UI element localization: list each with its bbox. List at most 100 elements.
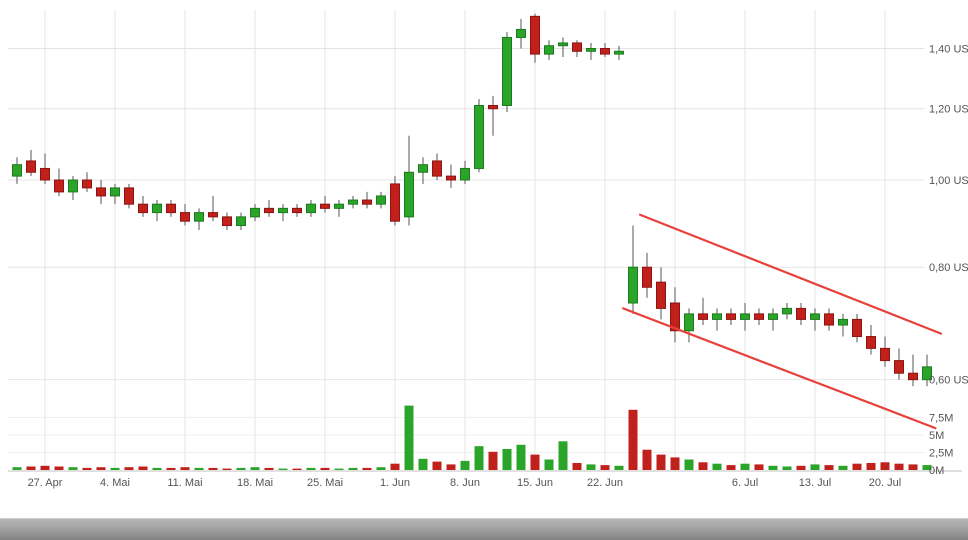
- date-axis-label: 6. Jul: [732, 477, 758, 489]
- volume-bar: [292, 468, 302, 470]
- volume-bar: [880, 462, 890, 470]
- volume-bar: [782, 466, 792, 470]
- volume-bar: [628, 409, 638, 470]
- volume-bar: [306, 467, 316, 470]
- date-axis-label: 4. Mai: [100, 477, 130, 489]
- candle-down: [222, 216, 232, 227]
- date-axis-label: 18. Mai: [237, 477, 273, 489]
- candle-down: [698, 313, 708, 320]
- volume-bar: [558, 441, 568, 470]
- price-axis-label: 1,20 USD: [929, 104, 968, 116]
- candle-down: [124, 187, 134, 205]
- volume-bar: [922, 465, 932, 470]
- candle-down: [96, 187, 106, 197]
- volume-bar: [110, 467, 120, 470]
- axis-labels: 1,40 USD 1,20 USD 1,00 USD 0,80 USD 0,60 USD…: [28, 43, 968, 489]
- candle-up: [236, 216, 246, 227]
- candle-up: [152, 203, 162, 214]
- candle-down: [292, 207, 302, 214]
- volume-bar: [68, 467, 78, 470]
- trend-channel: [622, 213, 943, 430]
- date-axis-label: 25. Mai: [307, 477, 343, 489]
- volume-bar: [908, 464, 918, 470]
- volume-bar: [684, 459, 694, 470]
- candle-down: [572, 42, 582, 52]
- price-axis-label: 0,80 USD: [929, 262, 968, 274]
- candle-up: [614, 50, 624, 55]
- volume-bar: [712, 463, 722, 470]
- volume-bar: [404, 405, 414, 470]
- volume-axis-label: 7,5M: [929, 413, 953, 425]
- candle-up: [194, 212, 204, 222]
- candle-down: [390, 183, 400, 222]
- candle-down: [642, 266, 652, 288]
- candle-down: [26, 160, 36, 173]
- volume-bar: [656, 454, 666, 470]
- volume-bars: [12, 405, 932, 470]
- volume-bar: [866, 463, 876, 470]
- candle-down: [362, 199, 372, 205]
- candle-up: [474, 104, 484, 169]
- price-axis-label: 0,60 USD: [929, 375, 968, 387]
- volume-bar: [418, 458, 428, 470]
- date-axis-label: 13. Jul: [799, 477, 831, 489]
- date-axis-label: 11. Mai: [167, 477, 202, 489]
- volume-bar: [194, 467, 204, 470]
- candle-down: [824, 313, 834, 326]
- volume-bar: [82, 467, 92, 470]
- candle-down: [180, 212, 190, 222]
- volume-bar: [670, 457, 680, 470]
- candle-down: [880, 347, 890, 362]
- candle-up: [628, 266, 638, 304]
- date-axis-label: 8. Jun: [450, 477, 480, 489]
- volume-axis-label: 2,5M: [929, 448, 953, 460]
- candle-down: [600, 47, 610, 55]
- volume-axis-label: 5M: [929, 430, 944, 442]
- candle-down: [852, 318, 862, 338]
- volume-bar: [838, 465, 848, 470]
- date-axis-label: 22. Jun: [587, 477, 623, 489]
- volume-bar: [642, 449, 652, 470]
- volume-bar: [40, 465, 50, 470]
- candle-down: [40, 167, 50, 181]
- candle-series: [12, 13, 932, 387]
- volume-bar: [796, 465, 806, 470]
- candle-down: [530, 15, 540, 55]
- volume-bar: [586, 464, 596, 470]
- candle-up: [782, 307, 792, 315]
- volume-bar: [180, 467, 190, 470]
- candle-up: [376, 195, 386, 205]
- volume-bar: [698, 462, 708, 470]
- volume-bar: [474, 446, 484, 470]
- candle-up: [516, 28, 526, 38]
- volume-bar: [264, 467, 274, 470]
- gridlines: [8, 10, 962, 472]
- candle-up: [684, 313, 694, 332]
- price-axis-label: 1,00 USD: [929, 175, 968, 187]
- candle-up: [418, 164, 428, 173]
- candle-down: [866, 336, 876, 349]
- candle-up: [558, 42, 568, 47]
- date-axis-label: 1. Jun: [380, 477, 410, 489]
- volume-bar: [26, 466, 36, 470]
- volume-bar: [810, 464, 820, 470]
- volume-bar: [572, 463, 582, 470]
- volume-bar: [768, 465, 778, 470]
- date-axis-label: 27. Apr: [28, 477, 63, 489]
- volume-bar: [502, 449, 512, 470]
- volume-bar: [544, 459, 554, 470]
- volume-bar: [824, 465, 834, 470]
- volume-bar: [54, 466, 64, 470]
- volume-bar: [250, 467, 260, 470]
- volume-bar: [222, 468, 232, 470]
- candle-down: [432, 160, 442, 177]
- candle-down: [208, 212, 218, 218]
- candle-down: [488, 104, 498, 110]
- volume-bar: [124, 467, 134, 470]
- volume-bar: [236, 467, 246, 470]
- candle-down: [138, 203, 148, 214]
- volume-bar: [754, 464, 764, 470]
- volume-bar: [166, 467, 176, 470]
- candle-up: [12, 164, 22, 177]
- volume-bar: [726, 465, 736, 470]
